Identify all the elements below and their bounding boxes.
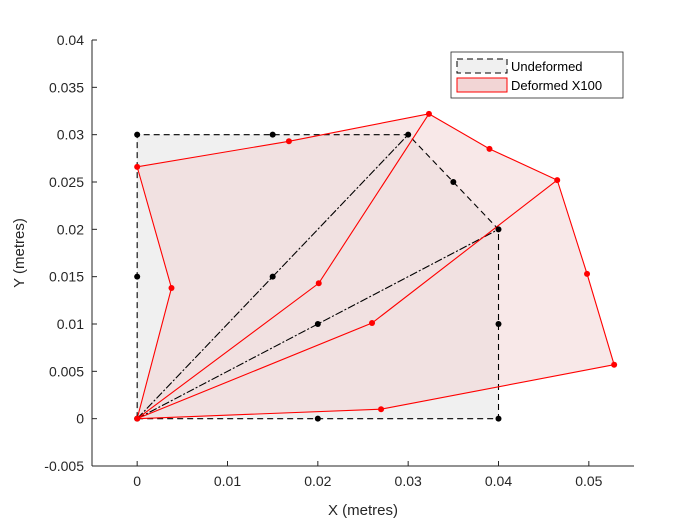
x-tick-label: 0.03 (395, 473, 422, 489)
series-0-outline (136, 134, 500, 420)
series-1-node-1 (378, 406, 385, 413)
series-1-node-8 (134, 163, 141, 170)
x-tick-label: 0 (133, 473, 141, 489)
series-0-node-7 (269, 131, 276, 138)
y-tick-label: 0.01 (57, 316, 84, 332)
series-0-node-5 (450, 179, 457, 185)
series-1-fill (137, 113, 615, 419)
axes (91, 40, 634, 467)
series-fills (137, 113, 615, 419)
legend: Undeformed Deformed X100 (450, 51, 624, 99)
y-tick-label: 0.04 (57, 32, 84, 48)
x-tick-label: 0.05 (575, 473, 602, 489)
series-0-node-9 (134, 273, 141, 280)
series-1-node-2 (611, 361, 618, 368)
series-nodes (134, 110, 618, 422)
x-tick-label: 0.04 (485, 473, 512, 489)
x-ticks: 0 0.01 0.02 0.03 0.04 0.05 (133, 461, 603, 489)
series-0-node-4 (495, 226, 502, 233)
legend-swatch-undeformed (456, 58, 508, 74)
series-1-node-9 (168, 285, 175, 292)
legend-label-deformed: Deformed X100 (511, 78, 602, 93)
series-1-node-7 (285, 138, 292, 145)
y-tick-label: 0 (76, 411, 84, 427)
series-1-node-11 (369, 320, 376, 327)
y-axis-label: Y (metres) (11, 218, 28, 288)
series-1-node-0 (134, 415, 141, 422)
legend-swatch-deformed (456, 77, 508, 93)
y-tick-label: 0.02 (57, 221, 84, 237)
series-1-node-3 (584, 270, 591, 277)
y-tick-label: 0.015 (49, 269, 84, 285)
y-ticks: -0.005 0 0.005 0.01 0.015 0.02 0.025 0.03 0.035 0… (44, 32, 97, 474)
x-tick-label: 0.01 (214, 473, 241, 489)
legend-label-undeformed: Undeformed (511, 59, 583, 74)
series-0-node-1 (314, 415, 321, 422)
series-0-node-2 (495, 415, 502, 422)
x-axis-label: X (metres) (328, 502, 398, 519)
series-0-node-10 (269, 273, 276, 280)
series-0-node-3 (495, 321, 502, 327)
series-0-node-8 (134, 131, 141, 138)
y-tick-label: 0.005 (49, 363, 84, 379)
y-tick-label: 0.035 (49, 79, 84, 95)
y-tick-label: 0.03 (57, 127, 84, 143)
series-0-node-6 (405, 131, 412, 138)
series-1-node-10 (315, 280, 322, 287)
series-0-node-11 (314, 321, 321, 327)
x-tick-label: 0.02 (304, 473, 331, 489)
y-tick-label: -0.005 (44, 458, 84, 474)
y-tick-label: 0.025 (49, 174, 84, 190)
series-1-node-6 (425, 110, 432, 117)
series-1-node-4 (554, 177, 561, 184)
series-1-node-5 (486, 145, 493, 152)
